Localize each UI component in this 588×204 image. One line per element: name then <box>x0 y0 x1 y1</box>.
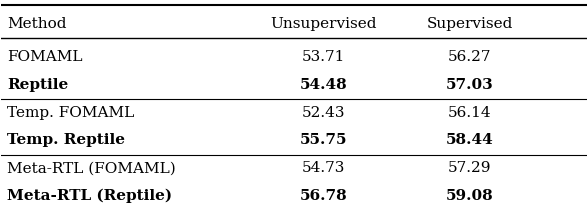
Text: 56.78: 56.78 <box>299 189 347 203</box>
Text: Temp. FOMAML: Temp. FOMAML <box>7 106 135 120</box>
Text: Unsupervised: Unsupervised <box>270 17 376 31</box>
Text: Supervised: Supervised <box>426 17 513 31</box>
Text: Temp. Reptile: Temp. Reptile <box>7 133 125 147</box>
Text: Meta-RTL (FOMAML): Meta-RTL (FOMAML) <box>7 161 176 175</box>
Text: 56.27: 56.27 <box>448 50 492 64</box>
Text: 59.08: 59.08 <box>446 189 493 203</box>
Text: 57.29: 57.29 <box>448 161 492 175</box>
Text: Reptile: Reptile <box>7 78 68 92</box>
Text: 56.14: 56.14 <box>447 106 492 120</box>
Text: 52.43: 52.43 <box>302 106 345 120</box>
Text: 58.44: 58.44 <box>446 133 493 147</box>
Text: 54.48: 54.48 <box>299 78 347 92</box>
Text: FOMAML: FOMAML <box>7 50 83 64</box>
Text: 57.03: 57.03 <box>446 78 493 92</box>
Text: 55.75: 55.75 <box>299 133 347 147</box>
Text: Method: Method <box>7 17 67 31</box>
Text: 53.71: 53.71 <box>302 50 345 64</box>
Text: 54.73: 54.73 <box>302 161 345 175</box>
Text: Meta-RTL (Reptile): Meta-RTL (Reptile) <box>7 189 172 203</box>
